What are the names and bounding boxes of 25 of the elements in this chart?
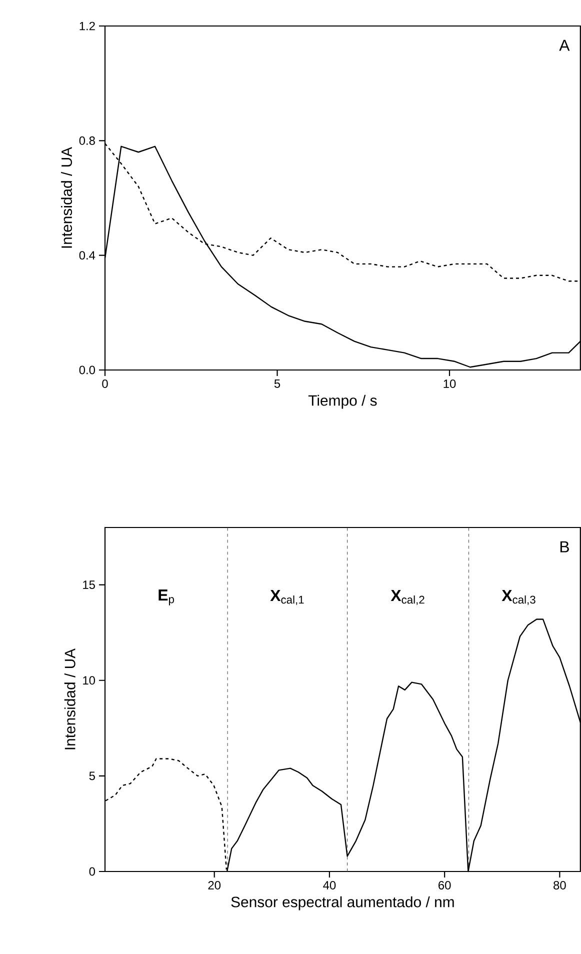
y-tick-label: 0.0 [79,366,96,374]
x-axis-title: Tiempo / s [308,394,377,409]
annotation: B [560,541,569,552]
y-axis-title: Intensidad / UA [61,146,72,248]
x-tick-label: 40 [323,881,336,890]
annotation: X$_{cal,1}$ [270,590,304,605]
annotation: X$_{cal,2}$ [390,590,424,605]
x-tick-label: 60 [438,881,451,890]
y-tick-label: 0 [89,867,96,876]
annotation: X$_{cal,3}$ [502,590,536,605]
y-tick-label: 0.8 [79,136,95,145]
x-axis-title: Sensor espectral aumentado / nm [231,896,454,910]
x-tick-label: 10 [444,380,456,388]
x-tick-label: 20 [208,881,221,890]
x-tick-label: 5 [274,380,280,388]
y-tick-label: 15 [83,580,95,589]
x-tick-label: 80 [554,881,566,890]
y-tick-label: 10 [83,676,96,685]
y-tick-label: 5 [89,772,95,780]
annotation: E$_{p}$ [158,590,174,606]
x-tick-label: 0 [102,380,108,388]
y-tick-label: 0.4 [79,251,96,260]
y-axis-title: Intensidad / UA [64,648,76,750]
annotation: A [559,40,570,51]
y-tick-label: 1.2 [80,22,95,30]
